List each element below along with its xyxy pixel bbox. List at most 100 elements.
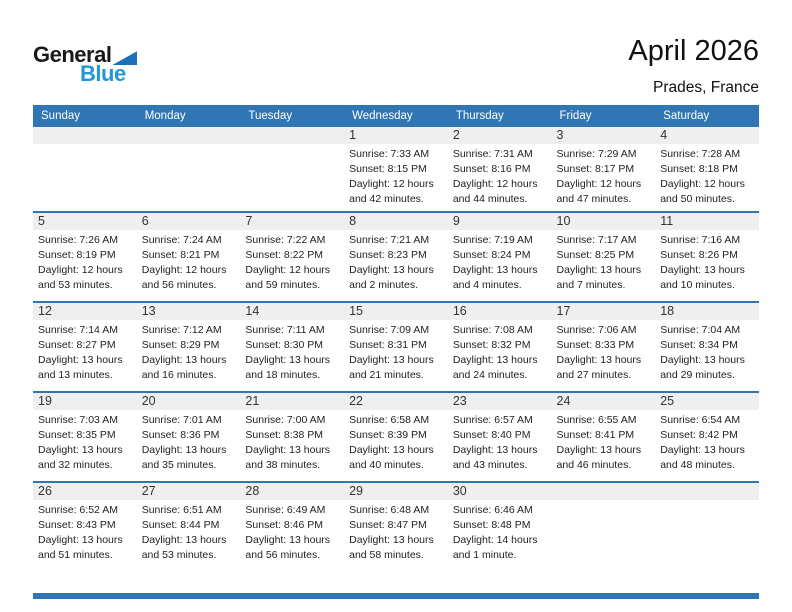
sunset-text: Sunset: 8:29 PM (141, 339, 220, 351)
daylight-text: Daylight: 13 hours and 51 minutes. (38, 534, 123, 561)
day-cell-19: 19 Sunrise: 7:03 AM Sunset: 8:35 PM Dayligh… (33, 393, 137, 481)
calendar-bottom-border (33, 593, 759, 599)
day-cell-27: 27 Sunrise: 6:51 AM Sunset: 8:44 PM Dayligh… (137, 483, 241, 593)
sunrise-text: Sunrise: 7:22 AM (245, 234, 326, 246)
day-cell-empty (137, 127, 241, 211)
sunrise-text: Sunrise: 7:06 AM (556, 324, 637, 336)
page-subtitle: Prades, France (653, 79, 759, 96)
sunset-text: Sunset: 8:35 PM (38, 429, 116, 441)
sunrise-text: Sunrise: 7:08 AM (452, 324, 533, 336)
calendar-table: Sunday Monday Tuesday Wednesday Thursday Frid… (33, 105, 759, 599)
day-cell-9: 9 Sunrise: 7:19 AM Sunset: 8:24 PM Daylight… (448, 213, 552, 301)
day-cell-2: 2 Sunrise: 7:31 AM Sunset: 8:16 PM Daylight… (448, 127, 552, 211)
day-cell-1: 1 Sunrise: 7:33 AM Sunset: 8:15 PM Daylight… (344, 127, 448, 211)
week-row-3: 12 Sunrise: 7:14 AM Sunset: 8:27 PM Dayligh… (33, 301, 759, 391)
day-cell-16: 16 Sunrise: 7:08 AM Sunset: 8:32 PM Dayligh… (448, 303, 552, 391)
daylight-text: Daylight: 13 hours and 29 minutes. (660, 354, 745, 381)
daylight-text: Daylight: 14 hours and 1 minute. (452, 534, 538, 561)
weekday-header-row: Sunday Monday Tuesday Wednesday Thursday Frid… (33, 105, 759, 127)
day-cell-11: 11 Sunrise: 7:16 AM Sunset: 8:26 PM Dayligh… (655, 213, 759, 301)
day-number: 17 (556, 304, 571, 318)
daylight-text: Daylight: 12 hours and 44 minutes. (452, 178, 538, 205)
day-cell-18: 18 Sunrise: 7:04 AM Sunset: 8:34 PM Dayligh… (655, 303, 759, 391)
weekday-header-saturday: Saturday (663, 110, 710, 122)
sunrise-text: Sunrise: 6:54 AM (660, 414, 741, 426)
day-cell-24: 24 Sunrise: 6:55 AM Sunset: 8:41 PM Dayligh… (552, 393, 656, 481)
daylight-text: Daylight: 12 hours and 47 minutes. (556, 178, 642, 205)
daylight-text: Daylight: 13 hours and 32 minutes. (38, 444, 123, 471)
sunrise-text: Sunrise: 7:01 AM (141, 414, 222, 426)
sunset-text: Sunset: 8:27 PM (38, 339, 116, 351)
daylight-text: Daylight: 12 hours and 59 minutes. (245, 264, 331, 291)
weekday-header-wednesday: Wednesday (352, 110, 413, 122)
day-number: 13 (141, 304, 156, 318)
calendar-body: 1 Sunrise: 7:33 AM Sunset: 8:15 PM Daylight… (33, 127, 759, 593)
day-number: 8 (349, 214, 357, 228)
sunset-text: Sunset: 8:36 PM (141, 429, 220, 441)
daylight-text: Daylight: 13 hours and 58 minutes. (349, 534, 434, 561)
daylight-text: Daylight: 12 hours and 50 minutes. (660, 178, 745, 205)
day-number: 3 (556, 128, 564, 142)
day-number: 19 (38, 394, 52, 408)
sunrise-text: Sunrise: 7:04 AM (660, 324, 741, 336)
logo-triangle-icon (112, 51, 138, 65)
daylight-text: Daylight: 13 hours and 10 minutes. (660, 264, 745, 291)
sunset-text: Sunset: 8:43 PM (38, 519, 116, 531)
sunrise-text: Sunrise: 7:19 AM (452, 234, 533, 246)
sunrise-text: Sunrise: 7:00 AM (245, 414, 326, 426)
weekday-header-monday: Monday (144, 110, 186, 122)
day-cell-17: 17 Sunrise: 7:06 AM Sunset: 8:33 PM Dayligh… (552, 303, 656, 391)
sunrise-text: Sunrise: 6:51 AM (141, 504, 222, 516)
daylight-text: Daylight: 13 hours and 53 minutes. (141, 534, 227, 561)
weekday-header-sunday: Sunday (41, 110, 81, 122)
day-cell-10: 10 Sunrise: 7:17 AM Sunset: 8:25 PM Dayligh… (552, 213, 656, 301)
day-number: 23 (452, 394, 467, 408)
sunset-text: Sunset: 8:47 PM (349, 519, 427, 531)
sunset-text: Sunset: 8:24 PM (452, 249, 531, 261)
sunset-text: Sunset: 8:16 PM (452, 163, 531, 175)
week-row-5: 26 Sunrise: 6:52 AM Sunset: 8:43 PM Dayligh… (33, 481, 759, 593)
sunrise-text: Sunrise: 7:26 AM (38, 234, 118, 246)
sunset-text: Sunset: 8:31 PM (349, 339, 427, 351)
sunrise-text: Sunrise: 6:46 AM (452, 504, 533, 516)
general-blue-logo: General Blue (33, 42, 138, 85)
sunrise-text: Sunrise: 6:52 AM (38, 504, 118, 516)
daylight-text: Daylight: 13 hours and 4 minutes. (452, 264, 538, 291)
sunrise-text: Sunrise: 6:55 AM (556, 414, 637, 426)
sunrise-text: Sunrise: 7:09 AM (349, 324, 430, 336)
day-cell-8: 8 Sunrise: 7:21 AM Sunset: 8:23 PM Daylight… (344, 213, 448, 301)
day-number: 10 (556, 214, 571, 228)
day-number: 1 (349, 128, 357, 142)
daylight-text: Daylight: 13 hours and 56 minutes. (245, 534, 331, 561)
sunrise-text: Sunrise: 7:12 AM (141, 324, 222, 336)
daylight-text: Daylight: 13 hours and 48 minutes. (660, 444, 745, 471)
day-number: 6 (141, 214, 149, 228)
sunset-text: Sunset: 8:32 PM (452, 339, 531, 351)
logo-text-general: General (33, 42, 112, 67)
week-row-1: 1 Sunrise: 7:33 AM Sunset: 8:15 PM Daylight… (33, 127, 759, 211)
daylight-text: Daylight: 13 hours and 43 minutes. (452, 444, 538, 471)
sunset-text: Sunset: 8:34 PM (660, 339, 738, 351)
day-cell-empty (33, 127, 137, 211)
sunset-text: Sunset: 8:18 PM (660, 163, 738, 175)
day-number: 30 (452, 484, 467, 498)
day-cell-23: 23 Sunrise: 6:57 AM Sunset: 8:40 PM Dayligh… (448, 393, 552, 481)
sunrise-text: Sunrise: 7:29 AM (556, 148, 637, 160)
sunset-text: Sunset: 8:44 PM (141, 519, 220, 531)
day-cell-21: 21 Sunrise: 7:00 AM Sunset: 8:38 PM Dayligh… (240, 393, 344, 481)
page-title: April 2026 (628, 35, 759, 67)
sunset-text: Sunset: 8:40 PM (452, 429, 531, 441)
day-number: 11 (660, 214, 674, 228)
sunset-text: Sunset: 8:46 PM (245, 519, 324, 531)
sunrise-text: Sunrise: 6:48 AM (349, 504, 430, 516)
sunset-text: Sunset: 8:25 PM (556, 249, 635, 261)
day-number: 28 (245, 484, 260, 498)
daylight-text: Daylight: 13 hours and 40 minutes. (349, 444, 434, 471)
day-number: 20 (141, 394, 156, 408)
sunset-text: Sunset: 8:42 PM (660, 429, 738, 441)
sunrise-text: Sunrise: 7:03 AM (38, 414, 118, 426)
daylight-text: Daylight: 13 hours and 24 minutes. (452, 354, 538, 381)
sunset-text: Sunset: 8:38 PM (245, 429, 324, 441)
day-number: 29 (349, 484, 364, 498)
daylight-text: Daylight: 13 hours and 21 minutes. (349, 354, 434, 381)
